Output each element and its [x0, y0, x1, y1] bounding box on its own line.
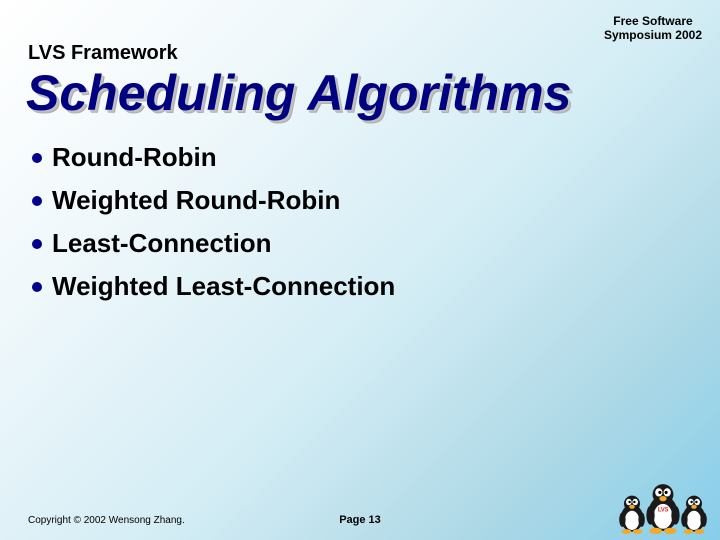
bullet-icon [32, 239, 42, 249]
bullet-label: Round-Robin [52, 142, 217, 173]
penguin-icon: LVS [642, 482, 684, 534]
copyright: Copyright © 2002 Wensong Zhang. [28, 515, 185, 526]
slide: Free Software Symposium 2002 LVS Framewo… [0, 0, 720, 540]
slide-title: Scheduling Algorithms [26, 64, 571, 122]
event-line1: Free Software [604, 14, 702, 28]
event-line2: Symposium 2002 [604, 28, 702, 42]
mascot-badge: LVS [658, 507, 668, 513]
bullet-list: Round-Robin Weighted Round-Robin Least-C… [32, 142, 395, 314]
list-item: Round-Robin [32, 142, 395, 173]
bullet-icon [32, 153, 42, 163]
bullet-icon [32, 196, 42, 206]
page-number: Page 13 [339, 514, 381, 526]
bullet-label: Least-Connection [52, 228, 272, 259]
list-item: Weighted Round-Robin [32, 185, 395, 216]
mascot-group: LVS [616, 482, 710, 534]
bullet-label: Weighted Round-Robin [52, 185, 340, 216]
list-item: Weighted Least-Connection [32, 271, 395, 302]
list-item: Least-Connection [32, 228, 395, 259]
bullet-label: Weighted Least-Connection [52, 271, 395, 302]
section-header: LVS Framework [28, 42, 178, 65]
bullet-icon [32, 282, 42, 292]
event-header: Free Software Symposium 2002 [604, 14, 702, 43]
